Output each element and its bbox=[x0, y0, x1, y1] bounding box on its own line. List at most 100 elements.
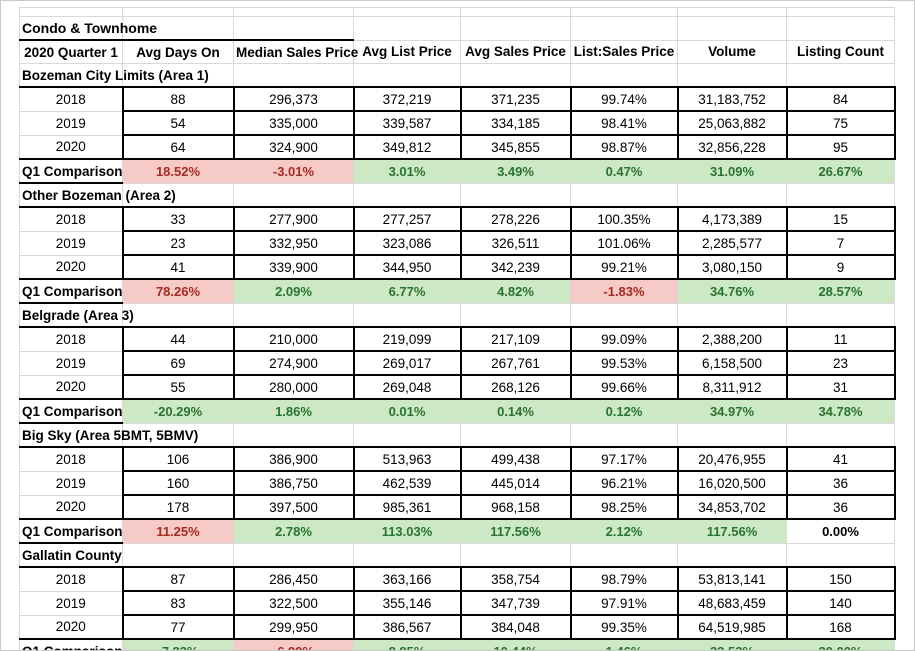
data-cell[interactable]: 286,450 bbox=[232, 566, 355, 592]
data-cell[interactable]: 7 bbox=[785, 230, 896, 256]
data-cell[interactable]: 95 bbox=[785, 134, 896, 160]
data-cell[interactable]: 3,080,150 bbox=[676, 254, 788, 280]
data-cell[interactable]: 219,099 bbox=[352, 326, 462, 352]
data-cell[interactable]: 296,373 bbox=[232, 86, 355, 112]
data-cell[interactable]: 968,158 bbox=[459, 494, 572, 520]
data-cell[interactable]: 99.53% bbox=[569, 350, 679, 376]
data-cell[interactable]: 322,500 bbox=[232, 590, 355, 616]
data-cell[interactable]: 339,900 bbox=[232, 254, 355, 280]
section-label[interactable]: Gallatin County bbox=[19, 542, 123, 568]
data-cell[interactable]: 99.74% bbox=[569, 86, 679, 112]
data-cell[interactable]: 462,539 bbox=[352, 470, 462, 496]
year-cell[interactable]: 2018 bbox=[19, 326, 123, 352]
data-cell[interactable]: 269,048 bbox=[352, 374, 462, 400]
data-cell[interactable]: 98.87% bbox=[569, 134, 679, 160]
comparison-cell[interactable]: 117.56% bbox=[460, 518, 571, 544]
year-cell[interactable]: 2020 bbox=[19, 374, 123, 400]
data-cell[interactable]: 513,963 bbox=[352, 446, 462, 472]
year-cell[interactable]: 2020 bbox=[19, 254, 123, 280]
comparison-cell[interactable]: -3.01% bbox=[233, 158, 354, 184]
comparison-label[interactable]: Q1 Comparison bbox=[19, 398, 123, 424]
data-cell[interactable]: 342,239 bbox=[459, 254, 572, 280]
comparison-cell[interactable]: 8.85% bbox=[353, 638, 461, 650]
comparison-label[interactable]: Q1 Comparison bbox=[19, 278, 123, 304]
comparison-cell[interactable]: -20.29% bbox=[122, 398, 234, 424]
comparison-cell[interactable]: 6.77% bbox=[353, 278, 461, 304]
data-cell[interactable]: 178 bbox=[121, 494, 235, 520]
data-cell[interactable]: 64 bbox=[121, 134, 235, 160]
data-cell[interactable]: 280,000 bbox=[232, 374, 355, 400]
data-cell[interactable]: 210,000 bbox=[232, 326, 355, 352]
data-cell[interactable]: 499,438 bbox=[459, 446, 572, 472]
data-cell[interactable]: 97.91% bbox=[569, 590, 679, 616]
comparison-cell[interactable]: 26.67% bbox=[786, 158, 895, 184]
data-cell[interactable]: 11 bbox=[785, 326, 896, 352]
data-cell[interactable]: 371,235 bbox=[459, 86, 572, 112]
comparison-cell[interactable]: 34.97% bbox=[677, 398, 787, 424]
data-cell[interactable]: 332,950 bbox=[232, 230, 355, 256]
section-label[interactable]: Other Bozeman (Area 2) bbox=[19, 182, 176, 208]
data-cell[interactable]: 55 bbox=[121, 374, 235, 400]
data-cell[interactable]: 355,146 bbox=[352, 590, 462, 616]
data-cell[interactable]: 2,285,577 bbox=[676, 230, 788, 256]
data-cell[interactable]: 83 bbox=[121, 590, 235, 616]
data-cell[interactable]: 100.35% bbox=[569, 206, 679, 232]
data-cell[interactable]: 6,158,500 bbox=[676, 350, 788, 376]
data-cell[interactable]: 36 bbox=[785, 494, 896, 520]
data-cell[interactable]: 358,754 bbox=[459, 566, 572, 592]
data-cell[interactable]: 217,109 bbox=[459, 326, 572, 352]
data-cell[interactable]: 99.35% bbox=[569, 614, 679, 640]
comparison-cell[interactable]: -1.83% bbox=[570, 278, 678, 304]
data-cell[interactable]: 277,257 bbox=[352, 206, 462, 232]
data-cell[interactable]: 386,567 bbox=[352, 614, 462, 640]
data-cell[interactable]: 34,853,702 bbox=[676, 494, 788, 520]
data-cell[interactable]: 53,813,141 bbox=[676, 566, 788, 592]
comparison-cell[interactable]: 3.49% bbox=[460, 158, 571, 184]
data-cell[interactable]: 106 bbox=[121, 446, 235, 472]
comparison-cell[interactable]: 10.44% bbox=[460, 638, 571, 650]
column-header-listing-count[interactable]: Listing Count bbox=[786, 39, 895, 64]
data-cell[interactable]: 160 bbox=[121, 470, 235, 496]
comparison-cell[interactable]: -6.99% bbox=[233, 638, 354, 650]
comparison-cell[interactable]: 0.12% bbox=[570, 398, 678, 424]
year-cell[interactable]: 2020 bbox=[19, 494, 123, 520]
data-cell[interactable]: 88 bbox=[121, 86, 235, 112]
data-cell[interactable]: 339,587 bbox=[352, 110, 462, 136]
year-cell[interactable]: 2019 bbox=[19, 230, 123, 256]
data-cell[interactable]: 98.41% bbox=[569, 110, 679, 136]
data-cell[interactable]: 84 bbox=[785, 86, 896, 112]
section-label[interactable]: Big Sky (Area 5BMT, 5BMV) bbox=[19, 422, 198, 448]
data-cell[interactable]: 20,476,955 bbox=[676, 446, 788, 472]
comparison-cell[interactable]: 2.78% bbox=[233, 518, 354, 544]
data-cell[interactable]: 345,855 bbox=[459, 134, 572, 160]
column-header-avg-days-on[interactable]: Avg Days On bbox=[122, 39, 234, 64]
data-cell[interactable]: 323,086 bbox=[352, 230, 462, 256]
data-cell[interactable]: 64,519,985 bbox=[676, 614, 788, 640]
comparison-cell[interactable]: -7.23% bbox=[122, 638, 234, 650]
year-cell[interactable]: 2018 bbox=[19, 206, 123, 232]
year-cell[interactable]: 2018 bbox=[19, 446, 123, 472]
comparison-label[interactable]: Q1 Comparison bbox=[19, 638, 123, 650]
data-cell[interactable]: 54 bbox=[121, 110, 235, 136]
comparison-cell[interactable]: 0.00% bbox=[786, 518, 895, 544]
data-cell[interactable]: 372,219 bbox=[352, 86, 462, 112]
year-cell[interactable]: 2020 bbox=[19, 134, 123, 160]
data-cell[interactable]: 101.06% bbox=[569, 230, 679, 256]
data-cell[interactable]: 140 bbox=[785, 590, 896, 616]
data-cell[interactable]: 48,683,459 bbox=[676, 590, 788, 616]
data-cell[interactable]: 31 bbox=[785, 374, 896, 400]
data-cell[interactable]: 150 bbox=[785, 566, 896, 592]
column-header-median-sales-price[interactable]: Median Sales Price bbox=[233, 39, 358, 64]
data-cell[interactable]: 384,048 bbox=[459, 614, 572, 640]
data-cell[interactable]: 334,185 bbox=[459, 110, 572, 136]
year-cell[interactable]: 2018 bbox=[19, 566, 123, 592]
comparison-cell[interactable]: 2.12% bbox=[570, 518, 678, 544]
data-cell[interactable]: 99.21% bbox=[569, 254, 679, 280]
data-cell[interactable]: 363,166 bbox=[352, 566, 462, 592]
comparison-cell[interactable]: 1.46% bbox=[570, 638, 678, 650]
comparison-cell[interactable]: 34.78% bbox=[786, 398, 895, 424]
section-label[interactable]: Belgrade (Area 3) bbox=[19, 302, 134, 328]
data-cell[interactable]: 77 bbox=[121, 614, 235, 640]
data-cell[interactable]: 386,900 bbox=[232, 446, 355, 472]
data-cell[interactable]: 31,183,752 bbox=[676, 86, 788, 112]
